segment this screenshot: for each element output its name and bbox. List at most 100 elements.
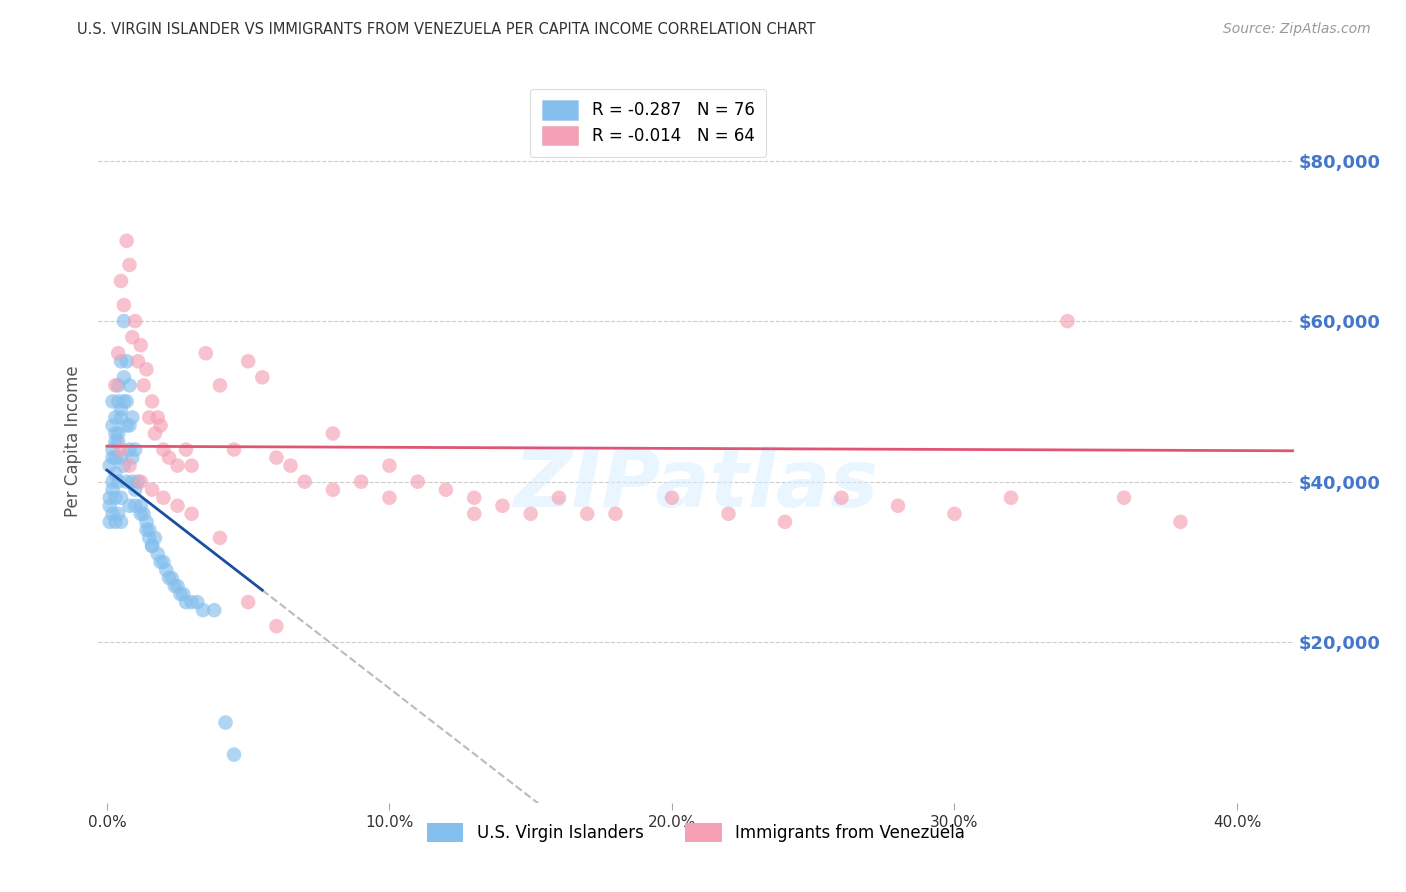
Point bbox=[1000, 491, 1022, 505]
Point bbox=[115, 234, 138, 248]
Point bbox=[152, 491, 174, 505]
Point bbox=[463, 507, 485, 521]
Point bbox=[104, 467, 127, 481]
Point bbox=[107, 434, 129, 449]
Point bbox=[115, 394, 138, 409]
Point bbox=[112, 458, 135, 473]
Point bbox=[155, 563, 177, 577]
Point bbox=[124, 442, 146, 457]
Point bbox=[214, 715, 236, 730]
Point bbox=[112, 394, 135, 409]
Point bbox=[202, 603, 225, 617]
Point bbox=[138, 523, 160, 537]
Legend: U.S. Virgin Islanders, Immigrants from Venezuela: U.S. Virgin Islanders, Immigrants from V… bbox=[420, 816, 972, 848]
Point bbox=[124, 314, 146, 328]
Point bbox=[124, 499, 146, 513]
Point bbox=[115, 354, 138, 368]
Point bbox=[129, 475, 152, 489]
Point bbox=[717, 507, 740, 521]
Point bbox=[238, 354, 260, 368]
Point bbox=[112, 298, 135, 312]
Point bbox=[104, 450, 127, 465]
Point bbox=[773, 515, 796, 529]
Point bbox=[143, 531, 166, 545]
Point bbox=[350, 475, 373, 489]
Point bbox=[222, 747, 245, 762]
Point bbox=[434, 483, 457, 497]
Point bbox=[129, 338, 152, 352]
Point bbox=[548, 491, 571, 505]
Point bbox=[194, 346, 217, 360]
Point bbox=[101, 442, 124, 457]
Point bbox=[157, 571, 180, 585]
Point bbox=[121, 475, 143, 489]
Point bbox=[1056, 314, 1078, 328]
Point bbox=[160, 571, 183, 585]
Point bbox=[146, 547, 169, 561]
Point bbox=[146, 410, 169, 425]
Point bbox=[152, 555, 174, 569]
Point bbox=[519, 507, 541, 521]
Point bbox=[169, 587, 191, 601]
Point bbox=[127, 354, 149, 368]
Point bbox=[180, 507, 202, 521]
Point bbox=[138, 531, 160, 545]
Point bbox=[943, 507, 966, 521]
Point bbox=[135, 515, 157, 529]
Point bbox=[107, 346, 129, 360]
Point bbox=[104, 378, 127, 392]
Point bbox=[110, 450, 132, 465]
Point bbox=[180, 595, 202, 609]
Point bbox=[141, 539, 163, 553]
Point bbox=[152, 442, 174, 457]
Point bbox=[98, 458, 121, 473]
Text: U.S. VIRGIN ISLANDER VS IMMIGRANTS FROM VENEZUELA PER CAPITA INCOME CORRELATION : U.S. VIRGIN ISLANDER VS IMMIGRANTS FROM … bbox=[77, 22, 815, 37]
Point bbox=[101, 507, 124, 521]
Point bbox=[110, 515, 132, 529]
Point bbox=[107, 426, 129, 441]
Point bbox=[280, 458, 302, 473]
Point bbox=[107, 507, 129, 521]
Point bbox=[104, 410, 127, 425]
Point bbox=[104, 426, 127, 441]
Point bbox=[110, 491, 132, 505]
Point bbox=[104, 434, 127, 449]
Point bbox=[98, 491, 121, 505]
Point bbox=[110, 274, 132, 288]
Point bbox=[121, 410, 143, 425]
Point bbox=[406, 475, 429, 489]
Point bbox=[143, 426, 166, 441]
Point bbox=[101, 394, 124, 409]
Point bbox=[163, 579, 186, 593]
Point bbox=[107, 378, 129, 392]
Point bbox=[1112, 491, 1135, 505]
Point bbox=[141, 483, 163, 497]
Point bbox=[101, 483, 124, 497]
Point bbox=[174, 595, 197, 609]
Point bbox=[157, 450, 180, 465]
Point bbox=[238, 595, 260, 609]
Point bbox=[222, 442, 245, 457]
Point bbox=[129, 499, 152, 513]
Point bbox=[149, 555, 172, 569]
Point bbox=[378, 491, 401, 505]
Y-axis label: Per Capita Income: Per Capita Income bbox=[65, 366, 83, 517]
Point bbox=[887, 499, 910, 513]
Point bbox=[149, 418, 172, 433]
Point bbox=[98, 515, 121, 529]
Point bbox=[118, 458, 141, 473]
Point bbox=[378, 458, 401, 473]
Point bbox=[98, 499, 121, 513]
Point bbox=[110, 354, 132, 368]
Point bbox=[266, 619, 288, 633]
Point bbox=[191, 603, 214, 617]
Point bbox=[322, 426, 344, 441]
Point bbox=[101, 418, 124, 433]
Point bbox=[135, 523, 157, 537]
Text: ZIPatlas: ZIPatlas bbox=[513, 446, 879, 524]
Point bbox=[166, 499, 188, 513]
Point bbox=[107, 475, 129, 489]
Point bbox=[208, 531, 231, 545]
Point bbox=[104, 491, 127, 505]
Point bbox=[463, 491, 485, 505]
